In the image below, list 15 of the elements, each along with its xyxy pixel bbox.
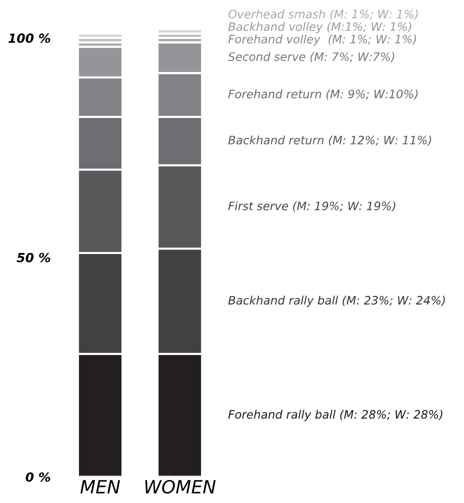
x-tick-label: MEN: [80, 480, 120, 494]
y-tick-label: 50 %: [16, 252, 50, 262]
y-tick-label: 0 %: [26, 472, 50, 482]
text: Backhand rally ball (M: 23%; W: 24%): [228, 296, 445, 307]
text: Backhand volley (M:1%; W: 1%): [228, 22, 412, 34]
bar: [156, 29, 204, 35]
text: Forehand volley (M: 1%; W: 1%): [228, 34, 416, 46]
text: First serve (M: 19%; W: 19%): [228, 201, 396, 212]
y-tick-label: 100 %: [8, 33, 50, 43]
x-tick-label: WOMEN: [145, 480, 216, 494]
text: Forehand return (M: 9%; W:10%): [228, 89, 418, 100]
text: Overhead smash (M: 1%; W: 1%): [228, 10, 418, 20]
text: Forehand rally ball (M: 28%; W: 28%): [228, 410, 442, 421]
text: Backhand return (M: 12%; W: 11%): [228, 136, 432, 146]
text: Second serve (M: 7%; W:7%): [228, 52, 394, 62]
